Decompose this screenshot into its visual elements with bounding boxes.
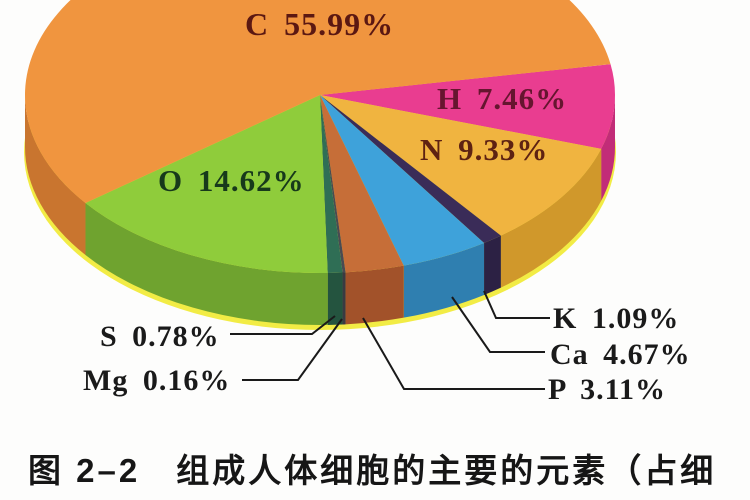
slice-label-O: O 14.62% xyxy=(158,163,305,198)
pie-slice-side-C xyxy=(25,95,86,255)
leader-line-P xyxy=(362,317,545,390)
leader-line-S xyxy=(230,315,336,335)
slice-label-S: S 0.78% xyxy=(100,320,220,353)
slice-label-H: H 7.46% xyxy=(437,81,568,116)
pie-slice-side-S xyxy=(327,272,343,325)
figure-caption: 图 2–2 组成人体细胞的主要的元素（占细 xyxy=(28,452,717,489)
slice-label-Ca: Ca 4.67% xyxy=(550,338,691,371)
slice-label-K: K 1.09% xyxy=(553,302,680,335)
slice-label-P: P 3.11% xyxy=(548,373,667,406)
pie-slice-K xyxy=(320,95,501,243)
pie-slice-P xyxy=(320,95,404,273)
pie-slice-side-Mg xyxy=(342,272,346,325)
pie-slice-O xyxy=(85,95,328,274)
pie-slice-side-P xyxy=(345,265,404,325)
pie-slice-side-H xyxy=(601,95,615,201)
slice-label-N: N 9.33% xyxy=(420,132,549,167)
pie-slice-side-O xyxy=(85,202,328,326)
slice-label-Mg: Mg 0.16% xyxy=(83,364,231,397)
pie-slice-Ca xyxy=(320,95,485,266)
pie-slice-S xyxy=(320,95,343,273)
leader-line-Mg xyxy=(242,318,343,381)
pie-slice-side-N xyxy=(500,148,602,288)
pie-slice-H xyxy=(320,64,616,149)
pie-slice-Mg xyxy=(320,95,346,273)
pie-slice-side-Ca xyxy=(403,242,485,318)
slice-label-C: C 55.99% xyxy=(245,6,395,42)
pie-slice-side-K xyxy=(484,235,501,295)
leader-line-K xyxy=(483,290,550,319)
pie-slice-N xyxy=(320,95,602,236)
pie-slice-C xyxy=(25,0,611,203)
leader-line-Ca xyxy=(451,296,545,353)
